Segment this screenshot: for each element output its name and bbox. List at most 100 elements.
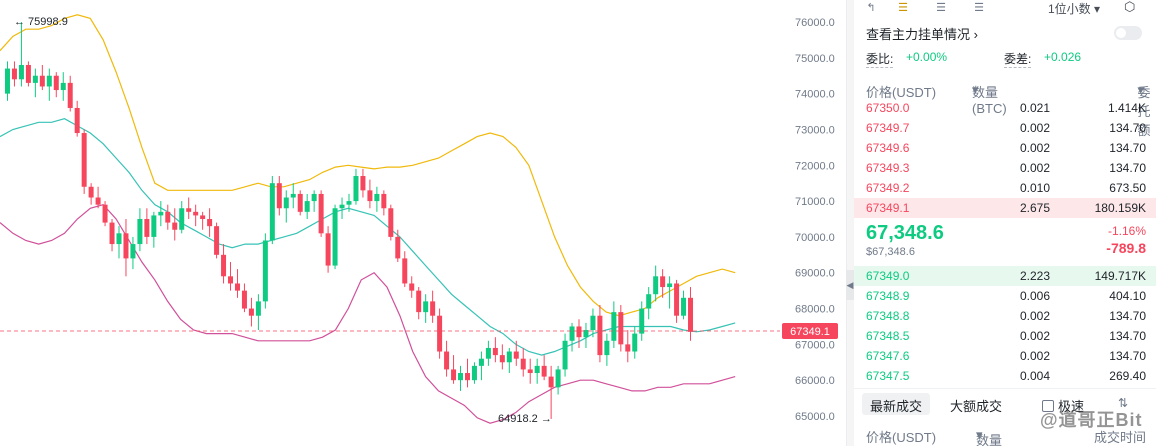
- candle: [346, 193, 352, 212]
- book-asks-icon[interactable]: ☰: [974, 1, 984, 14]
- trades-header: 价格(USDT) 数量(BTC) ▾ 成交时间: [866, 424, 1146, 446]
- collapse-handle-icon[interactable]: ◀: [846, 270, 854, 300]
- bid-row[interactable]: 67348.8 0.002 134.70: [854, 306, 1156, 326]
- filter-icon[interactable]: ⇅: [1118, 396, 1129, 410]
- candle: [11, 61, 17, 87]
- candle-body: [374, 193, 380, 202]
- candle-body: [25, 64, 31, 83]
- candle: [367, 179, 373, 209]
- candle-body: [95, 197, 101, 205]
- candle-body: [632, 333, 638, 352]
- price-col-header: 价格(USDT): [866, 85, 937, 100]
- ask-row[interactable]: 67349.2 0.010 673.50: [854, 178, 1156, 198]
- bid-row[interactable]: 67349.0 2.223 149.717K: [854, 266, 1156, 286]
- candle: [388, 204, 394, 241]
- candle: [374, 186, 380, 212]
- candle-body: [283, 197, 289, 209]
- back-icon[interactable]: ↰: [866, 1, 876, 14]
- mid-price-block: 67,348.6 $67,348.6 -1.16% -789.8: [854, 218, 1156, 264]
- candle: [234, 269, 240, 298]
- candle: [297, 190, 303, 216]
- candle-body: [569, 326, 575, 341]
- ask-qty: 0.010: [1019, 181, 1050, 195]
- candle: [625, 330, 631, 363]
- candle: [179, 201, 185, 234]
- candle-body: [367, 190, 373, 202]
- candle: [576, 319, 582, 348]
- ask-row[interactable]: 67349.3 0.002 134.70: [854, 158, 1156, 178]
- price-chart[interactable]: 76000.0 75000.0 74000.0 73000.0 72000.0 71000…: [0, 0, 846, 446]
- change-amount: -789.8: [1106, 240, 1146, 256]
- candle: [569, 322, 575, 352]
- candle: [39, 64, 45, 91]
- y-axis-tick-label: 66000.0: [795, 375, 835, 387]
- candle-body: [653, 276, 659, 295]
- candle: [395, 229, 401, 262]
- bid-row[interactable]: 67347.6 0.002 134.70: [854, 346, 1156, 366]
- ask-row[interactable]: 67349.6 0.002 134.70: [854, 138, 1156, 158]
- candle: [311, 190, 317, 212]
- candle-body: [478, 358, 484, 366]
- bid-row[interactable]: 67347.5 0.004 269.40: [854, 366, 1156, 386]
- decimal-select[interactable]: 1位小数 ▾: [1048, 2, 1101, 16]
- bid-row[interactable]: 67348.5 0.002 134.70: [854, 326, 1156, 346]
- candle: [423, 294, 429, 323]
- candle-body: [193, 211, 199, 216]
- candle-body: [360, 176, 366, 191]
- qty-col-header-text: 数量 (BTC): [972, 85, 1007, 116]
- fast-checkbox[interactable]: 极速: [1042, 396, 1084, 415]
- candle: [32, 68, 38, 98]
- candle: [444, 340, 450, 377]
- candle-body: [590, 315, 596, 331]
- candle: [437, 308, 443, 359]
- tab-latest-trades[interactable]: 最新成交: [862, 393, 931, 415]
- y-axis-tick-label: 73000.0: [795, 124, 835, 136]
- trade-qty-header[interactable]: 数量(BTC) ▾: [976, 427, 1002, 446]
- candle: [430, 290, 436, 323]
- candle-body: [548, 376, 554, 388]
- candle-body: [492, 347, 498, 356]
- order-book-panel: ↰ ☰ ☰ ☰ 1位小数 ▾ ⬡ 查看主力挂单情况 › 委比: +0.00% 委…: [854, 0, 1156, 446]
- qty-col-header[interactable]: 数量 (BTC) ▾: [972, 82, 1007, 116]
- candle: [158, 201, 164, 227]
- chart-canvas[interactable]: 76000.0 75000.0 74000.0 73000.0 72000.0 71000…: [0, 0, 846, 446]
- candle-body: [430, 301, 436, 316]
- settings-icon[interactable]: ⬡: [1124, 0, 1136, 14]
- candle: [660, 269, 666, 298]
- candle: [506, 347, 512, 374]
- book-bids-icon[interactable]: ☰: [936, 1, 946, 14]
- candle: [618, 304, 624, 352]
- candle: [25, 61, 31, 87]
- candle-body: [53, 75, 59, 91]
- total-col-header[interactable]: 委托额 ▾: [1137, 82, 1151, 138]
- candle: [325, 226, 331, 273]
- ask-row[interactable]: 67349.7 0.002 134.70: [854, 118, 1156, 138]
- candle-body: [332, 208, 338, 266]
- y-axis-tick-label: 69000.0: [795, 268, 835, 280]
- candle: [590, 308, 596, 338]
- candle: [18, 22, 24, 87]
- y-axis-tick-label: 75000.0: [795, 53, 835, 65]
- book-both-icon[interactable]: ☰: [898, 1, 908, 14]
- candle: [304, 193, 310, 219]
- tab-large-trades[interactable]: 大额成交: [950, 399, 1003, 414]
- main-force-row: 查看主力挂单情况 ›: [866, 24, 1142, 42]
- ask-row[interactable]: 67350.0 0.021 1.414K: [854, 98, 1156, 118]
- candle-body: [409, 283, 415, 291]
- panel-divider: [846, 0, 854, 446]
- bid-qty: 0.002: [1019, 309, 1050, 323]
- lower-band-line: [0, 204, 736, 424]
- bid-total: 404.10: [1109, 289, 1146, 303]
- candle-body: [74, 107, 80, 134]
- candle: [207, 208, 213, 237]
- candle-body: [527, 369, 533, 374]
- candle-body: [67, 82, 73, 108]
- bid-row[interactable]: 67348.9 0.006 404.10: [854, 286, 1156, 306]
- ask-row[interactable]: 67349.1 2.675 180.159K: [854, 198, 1156, 218]
- candle-body: [81, 133, 87, 187]
- main-force-toggle[interactable]: [1114, 26, 1142, 40]
- candle: [186, 197, 192, 219]
- main-force-link[interactable]: 查看主力挂单情况 ›: [866, 26, 978, 42]
- candle: [583, 322, 589, 348]
- ask-total: 1.414K: [1107, 101, 1146, 115]
